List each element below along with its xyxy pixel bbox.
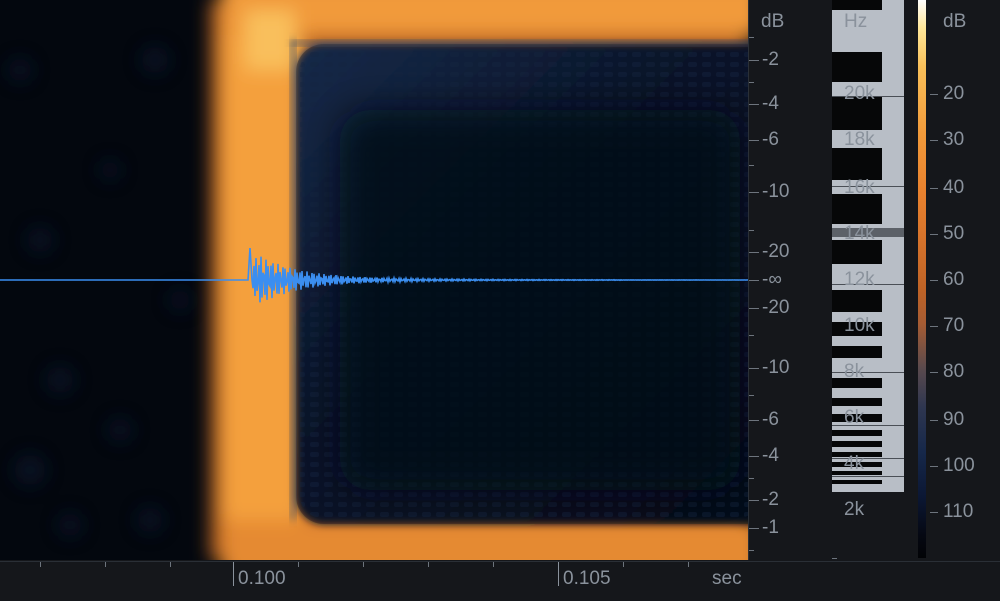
noise-speckles — [8, 46, 191, 537]
time-unit: sec — [712, 568, 742, 589]
amp-label-center: -∞ — [762, 269, 782, 290]
freq-label: 8k — [844, 361, 865, 382]
amp-label: -2 — [762, 49, 779, 70]
color-scale-label: 60 — [943, 269, 965, 290]
amp-label: -1 — [762, 517, 779, 538]
freq-label: 6k — [844, 407, 865, 428]
color-scale-label: 50 — [943, 223, 965, 244]
time-label: 0.105 — [563, 568, 611, 589]
frequency-unit: Hz — [844, 11, 868, 32]
time-label: 0.100 — [238, 568, 286, 589]
color-scale-label: 80 — [943, 361, 965, 382]
amp-label: -20 — [762, 297, 790, 318]
waveform-trace — [0, 247, 748, 303]
amp-label: -10 — [762, 181, 790, 202]
freq-label: 10k — [844, 315, 875, 336]
colormap-bar — [918, 0, 926, 558]
amp-label: -4 — [762, 445, 779, 466]
color-scale-label: 70 — [943, 315, 965, 336]
waveform[interactable] — [0, 247, 748, 303]
freq-label: 18k — [844, 129, 875, 150]
amp-label: -6 — [762, 409, 779, 430]
spectrogram-canvas — [0, 0, 748, 560]
piano-keyboard[interactable] — [832, 0, 904, 492]
freq-label: 20k — [844, 83, 875, 104]
amp-label: -10 — [762, 357, 790, 378]
amp-label: -6 — [762, 129, 779, 150]
color-scale-label: 40 — [943, 177, 965, 198]
freq-label: 4k — [844, 453, 865, 474]
time-ruler[interactable]: 0.100 0.105 sec — [0, 561, 1000, 601]
freq-label: 14k — [844, 223, 875, 244]
amplitude-ruler[interactable]: dB -2 -4 -6 -10 -20 -∞ -20 -10 -6 -4 -2 … — [749, 0, 830, 560]
color-scale: dB 20 30 40 50 60 70 80 90 100 110 — [912, 0, 1000, 560]
frequency-ruler[interactable]: Hz 20k 18k 16k 14k 12k 10k 8k 6k 4k 2k — [832, 0, 912, 560]
freq-label: 16k — [844, 177, 875, 198]
color-scale-label: 20 — [943, 83, 965, 104]
amp-label: -20 — [762, 241, 790, 262]
amplitude-unit: dB — [761, 11, 785, 32]
spectrogram-view[interactable] — [0, 0, 749, 560]
color-scale-unit: dB — [943, 11, 967, 32]
color-scale-label: 90 — [943, 409, 965, 430]
freq-label: 12k — [844, 269, 875, 290]
freq-label: 2k — [844, 499, 865, 520]
color-scale-label: 30 — [943, 129, 965, 150]
color-scale-label: 100 — [943, 455, 975, 476]
amp-label: -2 — [762, 489, 779, 510]
color-scale-label: 110 — [943, 501, 974, 522]
amp-label: -4 — [762, 93, 779, 114]
